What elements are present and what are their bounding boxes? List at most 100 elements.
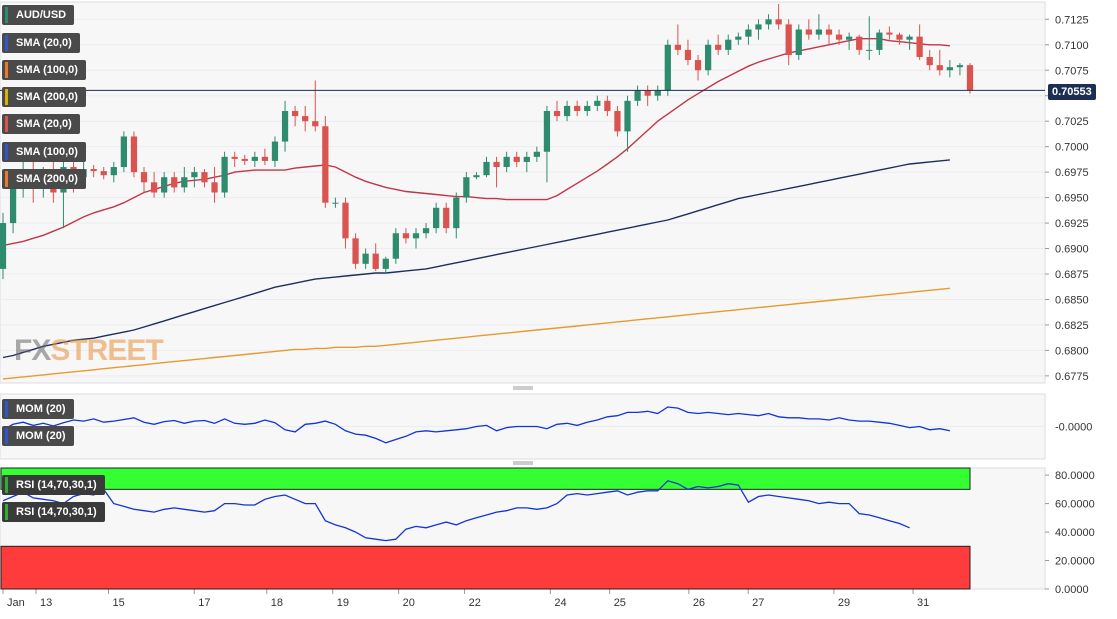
- price-tick-label-14: 0.6775: [1055, 371, 1089, 383]
- price-tick-label-2: 0.7075: [1055, 65, 1089, 77]
- candle-body-64: [644, 90, 651, 96]
- sma20-label-2[interactable]: SMA (20,0): [2, 114, 80, 134]
- sma200-label[interactable]: SMA (200,0): [2, 87, 86, 107]
- price-tick-label-0: 0.7125: [1055, 14, 1089, 26]
- sma20-line: [2, 38, 950, 247]
- candle-body-74: [745, 29, 752, 37]
- candle-body-39: [392, 233, 399, 259]
- candle-body-30: [302, 116, 309, 122]
- rsi-oversold-band: [0, 545, 971, 590]
- sma200-line: [2, 287, 950, 380]
- candle-body-46: [463, 177, 470, 198]
- candle-body-44: [443, 207, 450, 229]
- x-tick-label-1: 13: [40, 597, 52, 609]
- candle-body-71: [715, 44, 722, 50]
- candle-body-90: [906, 36, 913, 40]
- candle-body-67: [674, 44, 682, 50]
- candle-body-50: [503, 156, 510, 168]
- candle-body-58: [584, 105, 591, 112]
- candle-body-24: [241, 158, 248, 161]
- candle-body-61: [614, 111, 621, 132]
- candle-body-0: [0, 223, 7, 269]
- candle-body-69: [694, 60, 702, 71]
- candle-body-53: [533, 151, 540, 157]
- price-tick-label-9: 0.6900: [1055, 244, 1089, 256]
- price-tick-label-6: 0.6975: [1055, 167, 1089, 179]
- candle-body-42: [422, 228, 430, 234]
- candle-body-36: [362, 253, 369, 264]
- candle-body-27: [271, 141, 279, 161]
- candle-body-18: [181, 177, 188, 188]
- candle-body-32: [322, 126, 329, 203]
- candle-body-55: [553, 111, 561, 117]
- candle-body-52: [523, 156, 530, 162]
- x-tick-label-2: 15: [113, 597, 125, 609]
- sma100-line: [2, 159, 950, 359]
- x-tick-label-10: 26: [693, 597, 705, 609]
- rsi-tick-label-2: 40.0000: [1055, 527, 1095, 539]
- candle-body-87: [876, 32, 883, 50]
- price-tick-label-10: 0.6875: [1055, 269, 1089, 281]
- candle-body-77: [775, 19, 782, 25]
- candle-body-28: [281, 111, 289, 142]
- candle-body-35: [352, 238, 359, 264]
- mom-label[interactable]: MOM (20): [2, 399, 74, 419]
- sma20-label[interactable]: SMA (20,0): [2, 33, 80, 53]
- candle-body-1: [9, 182, 17, 224]
- sma100-label[interactable]: SMA (100,0): [2, 60, 86, 80]
- candle-body-70: [704, 44, 712, 71]
- candle-body-15: [150, 182, 158, 193]
- current-price-tag: 0.70553: [1048, 84, 1096, 100]
- candle-body-17: [171, 177, 178, 188]
- candle-body-25: [251, 156, 258, 161]
- candle-body-96: [966, 65, 974, 91]
- x-tick-label-0: Jan: [7, 597, 25, 609]
- candle-body-33: [332, 202, 339, 204]
- candle-body-86: [866, 49, 873, 51]
- rsi-overbought-band: [0, 467, 971, 490]
- candle-body-76: [765, 19, 772, 25]
- x-tick-label-13: 31: [917, 597, 929, 609]
- candle-body-91: [916, 36, 923, 58]
- rsi-line: [2, 480, 910, 542]
- price-tick-label-11: 0.6850: [1055, 294, 1089, 306]
- candle-body-59: [594, 100, 601, 106]
- candle-body-57: [574, 105, 581, 112]
- candle-body-93: [936, 65, 943, 71]
- candle-body-41: [412, 233, 420, 239]
- momentum-line: [2, 406, 951, 444]
- rsi-label[interactable]: RSI (14,70,30,1): [2, 475, 105, 495]
- candle-body-73: [735, 36, 742, 40]
- price-tick-label-12: 0.6825: [1055, 320, 1089, 332]
- mom-label-2[interactable]: MOM (20): [2, 426, 74, 446]
- candle-body-40: [402, 233, 410, 239]
- sma200-label-2[interactable]: SMA (200,0): [2, 169, 86, 189]
- candle-body-66: [664, 44, 671, 91]
- rsi-tick-label-1: 60.0000: [1055, 499, 1095, 511]
- candle-body-82: [825, 29, 833, 35]
- x-tick-label-8: 24: [554, 597, 566, 609]
- candle-body-49: [493, 161, 500, 168]
- price-tick-label-7: 0.6950: [1055, 193, 1089, 205]
- candle-body-83: [835, 34, 843, 40]
- candle-body-79: [795, 29, 802, 55]
- candle-body-75: [755, 24, 762, 30]
- candle-body-16: [161, 177, 168, 193]
- price-tick-label-1: 0.7100: [1055, 40, 1089, 52]
- rsi-tick-label-0: 80.0000: [1055, 470, 1095, 482]
- rsi-label-2[interactable]: RSI (14,70,30,1): [2, 502, 105, 522]
- candle-body-9: [90, 169, 97, 172]
- candle-body-47: [473, 175, 480, 178]
- candle-body-31: [312, 121, 319, 127]
- candle-body-14: [140, 172, 148, 183]
- sma100-label-2[interactable]: SMA (100,0): [2, 142, 86, 162]
- fxstreet-watermark: FXSTREET: [14, 334, 164, 367]
- price-tick-label-5: 0.7000: [1055, 142, 1089, 154]
- candle-body-92: [926, 57, 933, 66]
- candle-body-29: [291, 111, 299, 117]
- x-tick-label-5: 19: [337, 597, 349, 609]
- symbol-label[interactable]: AUD/USD: [2, 5, 75, 25]
- candle-body-37: [372, 253, 379, 269]
